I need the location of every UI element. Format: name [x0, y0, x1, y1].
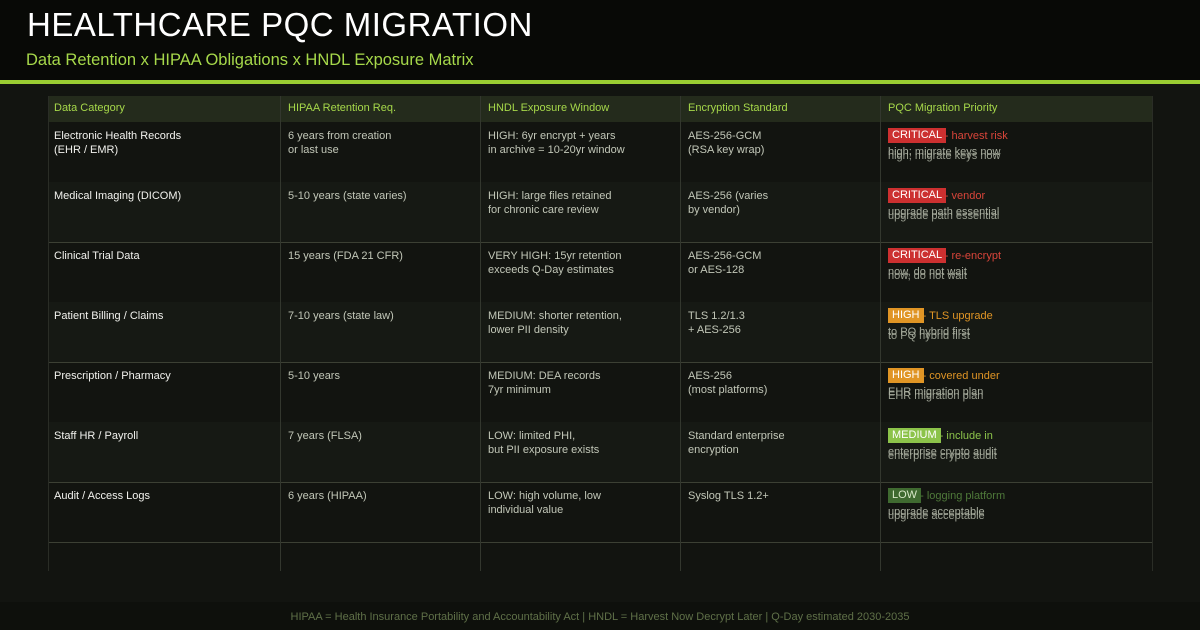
table-row: Patient Billing / Claims 7-10 years (stat… — [48, 302, 1153, 363]
priority-detail-shadow: EHR migration plan — [888, 390, 984, 402]
priority-badge: HIGH — [888, 308, 924, 323]
cell-encryption: Syslog TLS 1.2+ — [688, 490, 769, 502]
cell-retention: 5-10 years — [288, 370, 340, 382]
priority-badge: CRITICAL — [888, 188, 947, 203]
table-row: Clinical Trial Data 15 years (FDA 21 CFR)… — [48, 242, 1153, 303]
table-row: Staff HR / Payroll 7 years (FLSA) LOW: lim… — [48, 422, 1153, 483]
priority-note: CRITICAL - vendor — [888, 189, 985, 203]
footer-band — [0, 602, 1200, 630]
table-header-row: Data Category HIPAA Retention Req. HNDL … — [48, 96, 1153, 122]
column-divider — [880, 96, 881, 571]
header-bar: HEALTHCARE PQC MIGRATION Data Retention … — [0, 0, 1200, 80]
cell-exposure: MEDIUM: DEA records 7yr minimum — [488, 370, 601, 396]
priority-note-text: - harvest risk — [944, 130, 1008, 142]
table-row: Medical Imaging (DICOM) 5-10 years (state… — [48, 182, 1153, 243]
page-title: HEALTHCARE PQC MIGRATION — [27, 6, 533, 43]
cell-category: Prescription / Pharmacy — [54, 370, 171, 382]
priority-note-text: - re-encrypt — [944, 250, 1002, 262]
cell-encryption: AES-256-GCM or AES-128 — [688, 250, 762, 276]
cell-category: Audit / Access Logs — [54, 490, 150, 502]
cell-category: Staff HR / Payroll — [54, 430, 139, 442]
cell-exposure: LOW: high volume, low individual value — [488, 490, 601, 516]
priority-detail-shadow: to PQ hybrid first — [888, 330, 970, 342]
column-divider — [680, 96, 681, 571]
priority-detail: now, do not wait — [888, 266, 967, 278]
cell-category: Medical Imaging (DICOM) — [54, 190, 182, 202]
priority-note: CRITICAL - re-encrypt — [888, 249, 1001, 263]
cell-category: Electronic Health Records (EHR / EMR) — [54, 130, 182, 156]
cell-category: Clinical Trial Data — [54, 250, 140, 262]
cell-exposure: HIGH: large files retained for chronic c… — [488, 190, 612, 216]
priority-badge: MEDIUM — [888, 428, 941, 443]
priority-note-text: - include in — [939, 430, 993, 442]
cell-encryption: AES-256-GCM (RSA key wrap) — [688, 130, 765, 156]
priority-note-text: - vendor — [944, 190, 986, 202]
table-row: Prescription / Pharmacy 5-10 years MEDIUM:… — [48, 362, 1153, 423]
priority-badge: LOW — [888, 488, 922, 503]
priority-note: LOW - logging platform — [888, 489, 1005, 503]
priority-detail-shadow: high; migrate keys now — [888, 150, 1001, 162]
table-row: Audit / Access Logs 6 years (HIPAA) LOW: h… — [48, 482, 1153, 543]
table-left-edge — [48, 96, 49, 571]
column-header-priority: PQC Migration Priority — [888, 102, 998, 114]
exposure-matrix-table: Data Category HIPAA Retention Req. HNDL … — [48, 96, 1153, 571]
priority-detail: to PQ hybrid first — [888, 326, 970, 338]
priority-note: MEDIUM - include in — [888, 429, 993, 443]
priority-detail-shadow: now, do not wait — [888, 270, 967, 282]
cell-retention: 5-10 years (state varies) — [288, 190, 407, 202]
priority-detail: high; migrate keys now — [888, 146, 1001, 158]
cell-exposure: VERY HIGH: 15yr retention exceeds Q-Day … — [488, 250, 622, 276]
column-header-retention: HIPAA Retention Req. — [288, 102, 397, 114]
priority-detail: upgrade path essential — [888, 206, 1000, 218]
priority-badge: CRITICAL — [888, 128, 947, 143]
cell-retention: 15 years (FDA 21 CFR) — [288, 250, 403, 262]
priority-detail-shadow: enterprise crypto audit — [888, 450, 997, 462]
table-right-edge — [1152, 96, 1153, 571]
cell-retention: 6 years from creation or last use — [288, 130, 392, 156]
priority-badge: CRITICAL — [888, 248, 947, 263]
column-divider — [280, 96, 281, 571]
cell-retention: 7-10 years (state law) — [288, 310, 394, 322]
priority-note: HIGH - covered under — [888, 369, 1000, 383]
cell-exposure: HIGH: 6yr encrypt + years in archive = 1… — [488, 130, 625, 156]
cell-encryption: AES-256 (varies by vendor) — [688, 190, 769, 216]
cell-category: Patient Billing / Claims — [54, 310, 164, 322]
priority-note: CRITICAL - harvest risk — [888, 129, 1008, 143]
cell-encryption: AES-256 (most platforms) — [688, 370, 768, 396]
priority-note-text: - TLS upgrade — [922, 310, 993, 322]
priority-note-text: - covered under — [922, 370, 1000, 382]
header-accent-rule — [0, 80, 1200, 84]
cell-encryption: Standard enterprise encryption — [688, 430, 785, 456]
column-header-exposure: HNDL Exposure Window — [488, 102, 610, 114]
column-divider — [480, 96, 481, 571]
priority-detail-shadow: upgrade path essential — [888, 210, 1000, 222]
priority-note-text: - logging platform — [920, 490, 1006, 502]
priority-badge: HIGH — [888, 368, 924, 383]
priority-detail: EHR migration plan — [888, 386, 984, 398]
footer-note: HIPAA = Health Insurance Portability and… — [290, 611, 910, 623]
cell-encryption: TLS 1.2/1.3 + AES-256 — [688, 310, 745, 336]
priority-detail: enterprise crypto audit — [888, 446, 997, 458]
column-header-encryption: Encryption Standard — [688, 102, 788, 114]
page-subtitle: Data Retention x HIPAA Obligations x HND… — [26, 51, 474, 69]
cell-retention: 6 years (HIPAA) — [288, 490, 367, 502]
table-row: Electronic Health Records (EHR / EMR) 6 y… — [48, 122, 1153, 183]
priority-detail: upgrade acceptable — [888, 506, 985, 518]
column-header-category: Data Category — [54, 102, 125, 114]
cell-exposure: MEDIUM: shorter retention, lower PII den… — [488, 310, 622, 336]
priority-detail-shadow: upgrade acceptable — [888, 510, 985, 522]
priority-note: HIGH - TLS upgrade — [888, 309, 993, 323]
cell-retention: 7 years (FLSA) — [288, 430, 362, 442]
cell-exposure: LOW: limited PHI, but PII exposure exist… — [488, 430, 600, 456]
